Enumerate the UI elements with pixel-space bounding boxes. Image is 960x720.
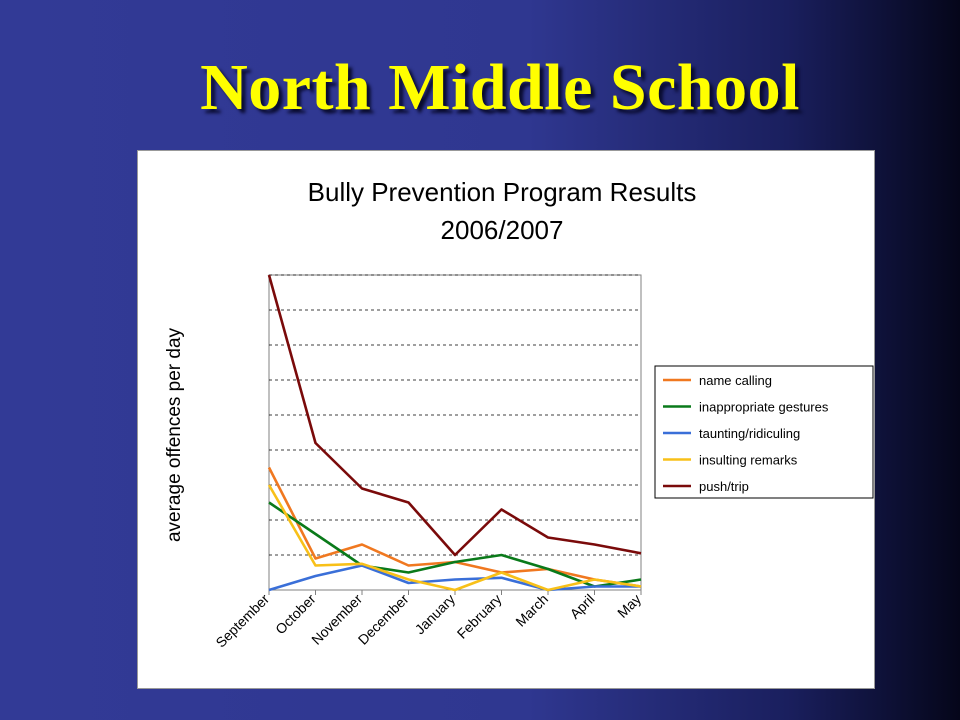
x-tick-label: September [212, 591, 272, 651]
x-tick-label: March [512, 591, 551, 630]
chart-subtitle: 2006/2007 [441, 215, 564, 245]
series-line-taunting-ridiculing [268, 564, 641, 592]
x-tick-label: December [355, 591, 412, 648]
series-line-insulting-remarks [267, 484, 642, 592]
plot-area [268, 274, 642, 591]
line-chart: Bully Prevention Program Results 2006/20… [164, 177, 874, 651]
legend-label-name-calling: name calling [699, 373, 772, 388]
y-axis-label: average offences per day [164, 327, 185, 542]
legend-box [654, 365, 874, 499]
x-tick-label: January [412, 591, 459, 638]
legend-label-push-trip: push/trip [699, 479, 749, 494]
chart-title: Bully Prevention Program Results [308, 177, 697, 207]
legend-label-taunting-ridiculing: taunting/ridiculing [699, 426, 800, 441]
series-line-push-trip [267, 274, 642, 557]
x-tick-label: May [614, 591, 644, 621]
x-tick-label: February [454, 591, 505, 642]
legend-label-insulting-remarks: insulting remarks [699, 453, 798, 468]
legend-label-inappropriate-gestures: inappropriate gestures [699, 400, 829, 415]
series-line-inappropriate-gestures [268, 501, 642, 588]
chart-panel: Bully Prevention Program Results 2006/20… [137, 150, 875, 689]
x-tick-label: October [272, 591, 319, 638]
slide-title: North Middle School [200, 51, 800, 124]
x-tick-label: April [566, 591, 597, 622]
